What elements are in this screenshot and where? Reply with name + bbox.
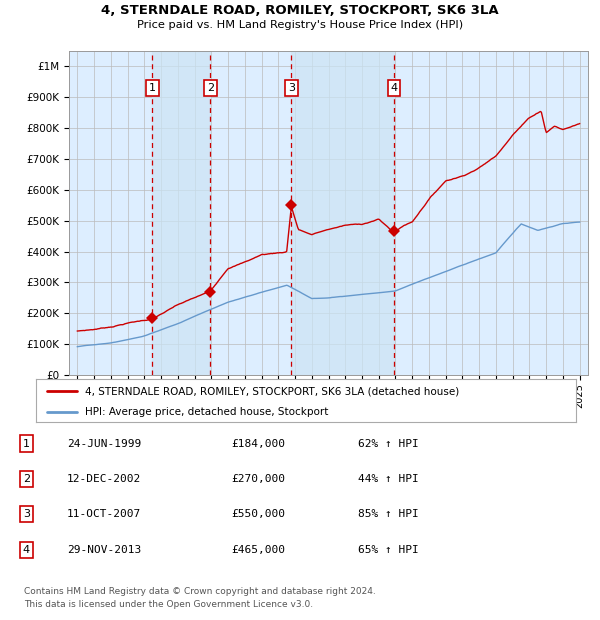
Text: £270,000: £270,000 xyxy=(231,474,285,484)
Text: Price paid vs. HM Land Registry's House Price Index (HPI): Price paid vs. HM Land Registry's House … xyxy=(137,20,463,30)
Text: 4, STERNDALE ROAD, ROMILEY, STOCKPORT, SK6 3LA (detached house): 4, STERNDALE ROAD, ROMILEY, STOCKPORT, S… xyxy=(85,386,459,396)
Text: 24-JUN-1999: 24-JUN-1999 xyxy=(67,438,141,449)
Text: 1: 1 xyxy=(23,438,30,449)
Text: 11-OCT-2007: 11-OCT-2007 xyxy=(67,509,141,520)
Text: 65% ↑ HPI: 65% ↑ HPI xyxy=(358,544,418,555)
Text: £465,000: £465,000 xyxy=(231,544,285,555)
Text: £550,000: £550,000 xyxy=(231,509,285,520)
Text: This data is licensed under the Open Government Licence v3.0.: This data is licensed under the Open Gov… xyxy=(24,600,313,609)
Text: 12-DEC-2002: 12-DEC-2002 xyxy=(67,474,141,484)
Text: HPI: Average price, detached house, Stockport: HPI: Average price, detached house, Stoc… xyxy=(85,407,328,417)
Text: 85% ↑ HPI: 85% ↑ HPI xyxy=(358,509,418,520)
Text: £184,000: £184,000 xyxy=(231,438,285,449)
Text: 4: 4 xyxy=(23,544,30,555)
Text: Contains HM Land Registry data © Crown copyright and database right 2024.: Contains HM Land Registry data © Crown c… xyxy=(24,587,376,596)
Text: 3: 3 xyxy=(23,509,30,520)
Bar xyxy=(292,51,394,375)
Text: 4: 4 xyxy=(391,83,398,93)
Text: 2: 2 xyxy=(207,83,214,93)
Text: 4, STERNDALE ROAD, ROMILEY, STOCKPORT, SK6 3LA: 4, STERNDALE ROAD, ROMILEY, STOCKPORT, S… xyxy=(101,4,499,17)
Text: 62% ↑ HPI: 62% ↑ HPI xyxy=(358,438,418,449)
Text: 1: 1 xyxy=(149,83,156,93)
Text: 3: 3 xyxy=(288,83,295,93)
Text: 2: 2 xyxy=(23,474,30,484)
Text: 44% ↑ HPI: 44% ↑ HPI xyxy=(358,474,418,484)
Bar xyxy=(152,51,211,375)
Text: 29-NOV-2013: 29-NOV-2013 xyxy=(67,544,141,555)
